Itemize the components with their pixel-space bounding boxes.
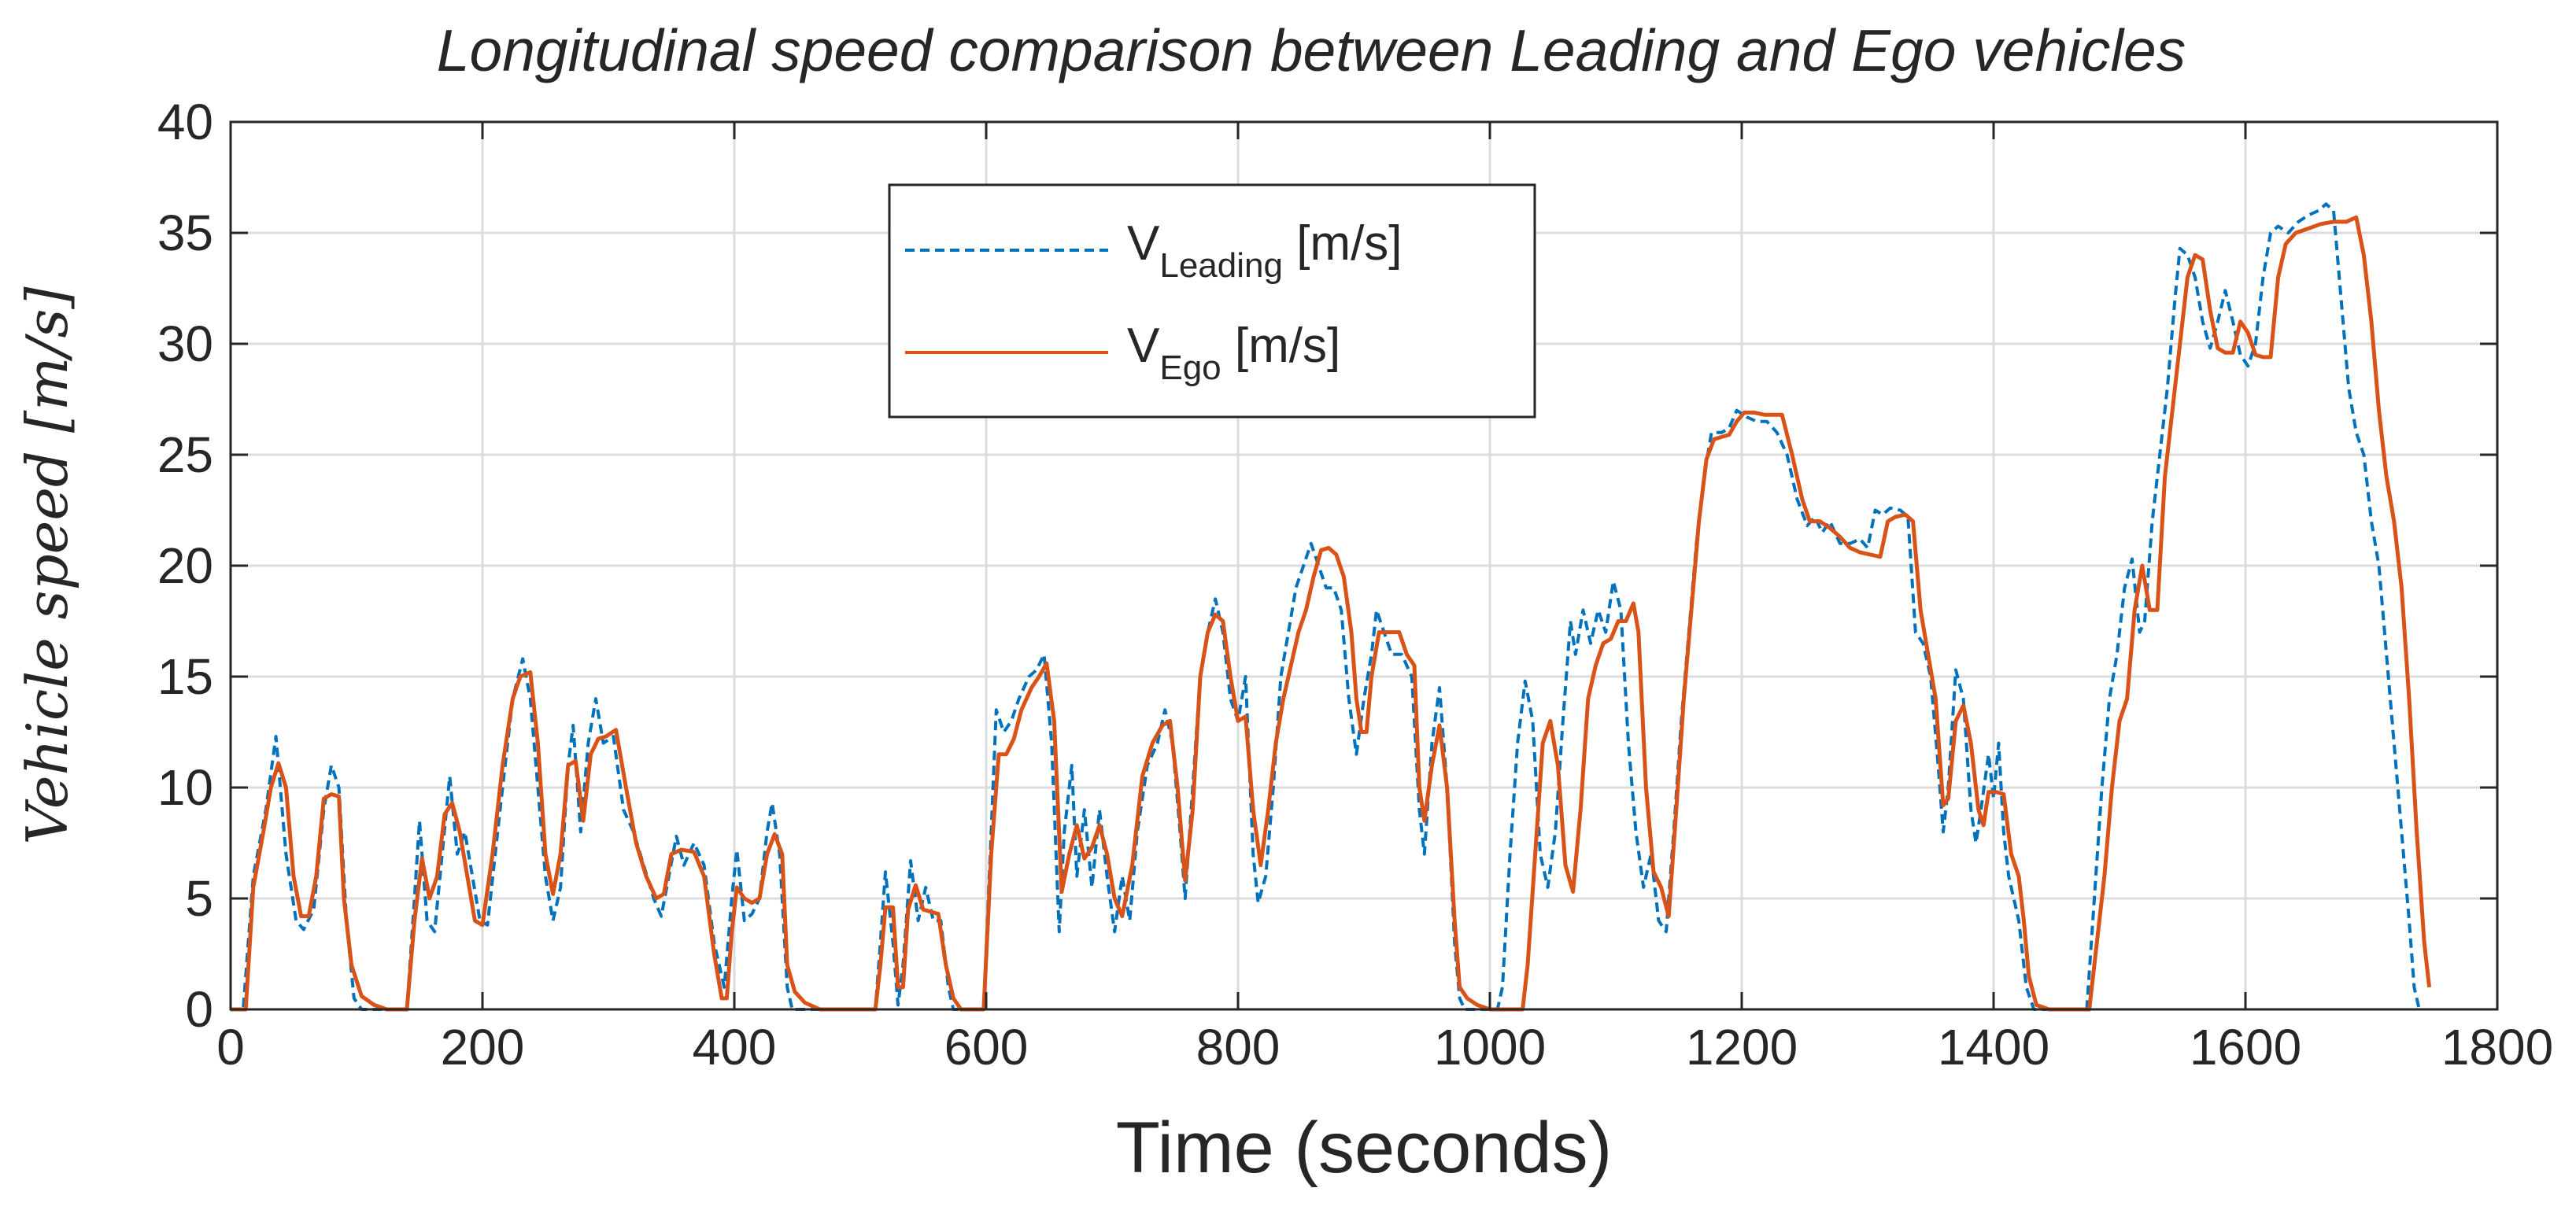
y-tick-label: 25 bbox=[157, 426, 213, 483]
series-line-ego bbox=[231, 215, 2432, 1012]
x-tick-label: 600 bbox=[944, 1019, 1029, 1075]
y-tick-label: 40 bbox=[157, 94, 213, 150]
x-axis-label: Time (seconds) bbox=[1116, 1108, 1613, 1188]
axis-ticks: 0 200 400 600 800 1000 1200 1400 1600 1800 0 5 10 15 2… bbox=[157, 94, 2553, 1075]
y-tick-label: 30 bbox=[157, 315, 213, 372]
series-layer bbox=[231, 202, 2432, 1012]
x-tick-label: 1000 bbox=[1434, 1019, 1546, 1075]
x-tick-label: 1800 bbox=[2441, 1019, 2553, 1075]
legend: VLeading [m/s] VEgo [m/s] bbox=[888, 183, 1536, 419]
legend-label-ego: VEgo [m/s] bbox=[1127, 319, 1340, 387]
x-tick-label: 800 bbox=[1196, 1019, 1281, 1075]
y-tick-label: 10 bbox=[157, 759, 213, 816]
y-tick-label: 0 bbox=[185, 981, 213, 1038]
x-tick-label: 1600 bbox=[2190, 1019, 2301, 1075]
x-tick-label: 1200 bbox=[1686, 1019, 1798, 1075]
x-tick-label: 0 bbox=[216, 1019, 245, 1075]
y-tick-label: 15 bbox=[157, 648, 213, 705]
y-tick-label: 35 bbox=[157, 205, 213, 261]
legend-label-leading: VLeading [m/s] bbox=[1127, 216, 1403, 285]
y-axis-label: Vehicle speed [m/s] bbox=[14, 286, 80, 845]
y-tick-label: 5 bbox=[185, 870, 213, 927]
chart-title: Longitudinal speed comparison between Le… bbox=[437, 17, 2186, 83]
legend-box bbox=[888, 183, 1536, 419]
x-tick-label: 1400 bbox=[1938, 1019, 2049, 1075]
y-tick-label: 20 bbox=[157, 537, 213, 594]
x-tick-label: 200 bbox=[441, 1019, 525, 1075]
x-tick-label: 400 bbox=[693, 1019, 777, 1075]
